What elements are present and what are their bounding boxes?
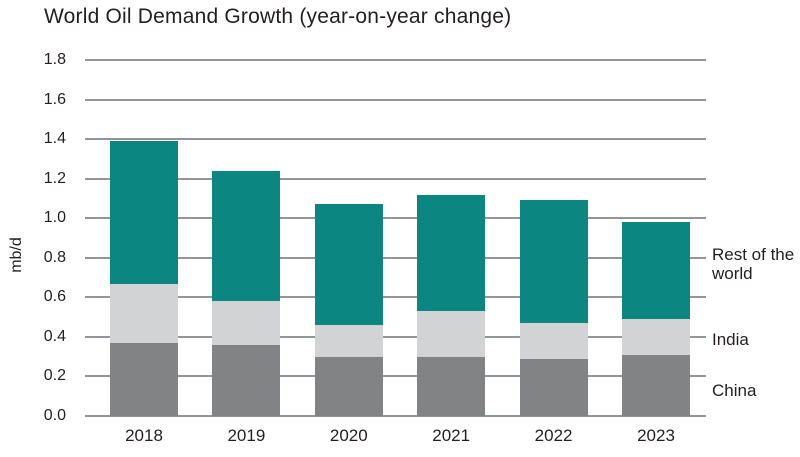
y-tick-label-0.4: 0.4 xyxy=(43,327,66,345)
gridline-1.2 xyxy=(85,177,706,180)
bar-2023 xyxy=(622,222,690,416)
gridline-0.8 xyxy=(85,256,706,259)
segment-india-2022 xyxy=(519,323,588,359)
segment-china-2018 xyxy=(110,342,178,416)
segment-china-2023 xyxy=(622,354,690,416)
bar-2021 xyxy=(417,194,486,416)
y-tick-label-0.0: 0.0 xyxy=(43,407,66,424)
gridline-0.4 xyxy=(85,335,706,338)
bar-2018 xyxy=(110,141,178,416)
segment-rest-of-the-world-2018 xyxy=(110,141,178,284)
x-tick-label-2020: 2020 xyxy=(329,426,368,445)
segment-rest-of-the-world-2023 xyxy=(622,222,690,320)
segment-china-2020 xyxy=(314,356,383,416)
y-tick-label-1.0: 1.0 xyxy=(43,209,66,227)
segment-india-2019 xyxy=(212,301,281,345)
segment-india-2020 xyxy=(314,325,383,357)
x-tick-label-2022: 2022 xyxy=(534,426,573,445)
segment-india-2018 xyxy=(110,283,178,343)
x-tick-label-2021: 2021 xyxy=(432,426,471,445)
gridline-1.8 xyxy=(85,59,706,61)
gridline-1.4 xyxy=(85,138,706,141)
series-label-india: India xyxy=(712,330,749,349)
segment-china-2021 xyxy=(417,356,486,416)
segment-rest-of-the-world-2021 xyxy=(417,194,486,312)
segment-rest-of-the-world-2022 xyxy=(519,200,588,324)
segment-india-2023 xyxy=(622,319,690,355)
segment-china-2022 xyxy=(519,358,588,416)
segment-rest-of-the-world-2019 xyxy=(212,170,281,302)
y-tick-label-1.4: 1.4 xyxy=(43,130,66,148)
bar-2022 xyxy=(519,200,588,416)
series-label-rest-of-the-world: Rest of the world xyxy=(712,245,795,283)
segment-rest-of-the-world-2020 xyxy=(314,204,383,326)
gridline-0.2 xyxy=(85,375,706,378)
y-tick-label-1.2: 1.2 xyxy=(43,169,66,187)
y-tick-label-0.2: 0.2 xyxy=(43,367,66,385)
y-tick-label-0.8: 0.8 xyxy=(43,248,66,266)
x-tick-label-2023: 2023 xyxy=(637,426,675,445)
gridline-1.0 xyxy=(85,217,706,220)
x-tick-label-2019: 2019 xyxy=(227,426,266,445)
gridline-1.6 xyxy=(85,98,706,101)
y-tick-label-0.6: 0.6 xyxy=(43,288,66,306)
series-label-china: China xyxy=(712,381,757,400)
y-tick-label-1.6: 1.6 xyxy=(43,90,66,108)
bar-2019 xyxy=(212,170,281,416)
gridline-0.6 xyxy=(85,296,706,299)
plot-area xyxy=(85,59,706,417)
x-tick-label-2018: 2018 xyxy=(125,426,163,445)
chart-title: World Oil Demand Growth (year-on-year ch… xyxy=(44,5,512,28)
y-tick-label-1.8: 1.8 xyxy=(43,51,66,68)
gridline-0.0 xyxy=(85,415,706,417)
bar-2020 xyxy=(314,204,383,416)
segment-india-2021 xyxy=(417,311,486,357)
segment-china-2019 xyxy=(212,344,281,416)
